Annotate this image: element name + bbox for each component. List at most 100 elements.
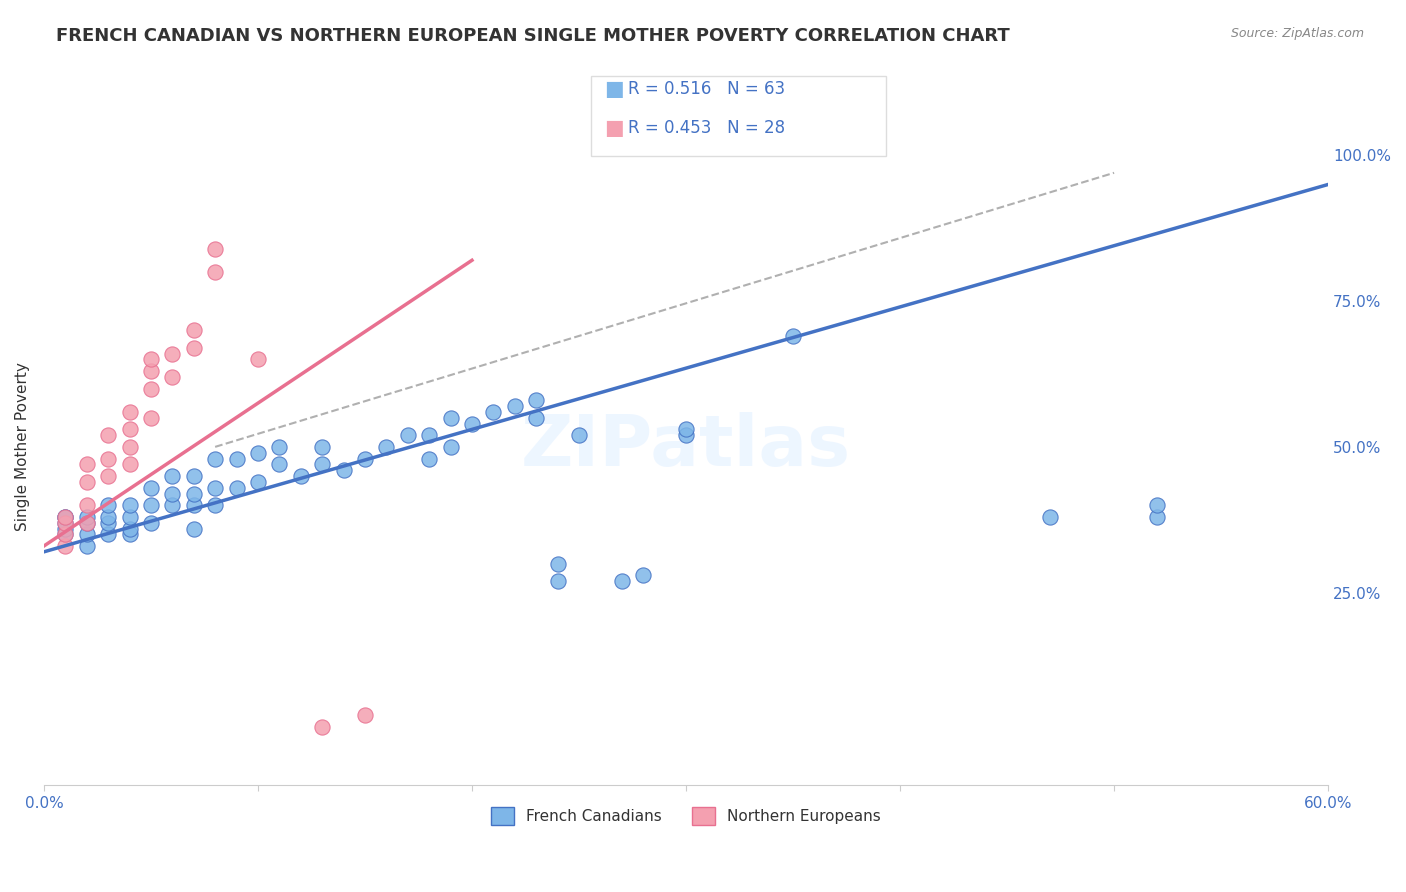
Point bbox=[547, 557, 569, 571]
Point bbox=[97, 498, 120, 512]
Point bbox=[332, 463, 354, 477]
Point bbox=[53, 509, 76, 524]
Point bbox=[76, 509, 98, 524]
Point bbox=[246, 475, 269, 489]
Point bbox=[97, 516, 120, 530]
Point bbox=[53, 509, 76, 524]
Point bbox=[183, 498, 205, 512]
Point bbox=[311, 720, 333, 734]
Point bbox=[183, 522, 205, 536]
Point bbox=[204, 242, 226, 256]
Point bbox=[1039, 509, 1062, 524]
Point bbox=[225, 451, 247, 466]
Point bbox=[183, 341, 205, 355]
Point bbox=[53, 527, 76, 541]
Point bbox=[269, 440, 291, 454]
Point bbox=[139, 352, 162, 367]
Point bbox=[246, 352, 269, 367]
Point bbox=[139, 481, 162, 495]
Text: ■: ■ bbox=[605, 118, 624, 137]
Point bbox=[439, 410, 461, 425]
Text: ZIPatlas: ZIPatlas bbox=[522, 412, 851, 482]
Point bbox=[269, 458, 291, 472]
Point bbox=[53, 539, 76, 553]
Point bbox=[524, 410, 547, 425]
Point bbox=[139, 410, 162, 425]
Point bbox=[139, 364, 162, 378]
Point bbox=[418, 428, 440, 442]
Point bbox=[139, 516, 162, 530]
Point bbox=[97, 428, 120, 442]
Point bbox=[162, 469, 184, 483]
Point bbox=[53, 516, 76, 530]
Point bbox=[503, 399, 526, 413]
Point bbox=[139, 382, 162, 396]
Text: R = 0.453   N = 28: R = 0.453 N = 28 bbox=[628, 119, 786, 136]
Point bbox=[118, 527, 141, 541]
Point bbox=[396, 428, 419, 442]
Point bbox=[675, 422, 697, 436]
Point bbox=[547, 574, 569, 588]
Point bbox=[76, 475, 98, 489]
Point bbox=[118, 458, 141, 472]
Point bbox=[118, 522, 141, 536]
Point bbox=[354, 708, 377, 723]
Point bbox=[162, 486, 184, 500]
Point bbox=[311, 458, 333, 472]
Point bbox=[118, 440, 141, 454]
Text: FRENCH CANADIAN VS NORTHERN EUROPEAN SINGLE MOTHER POVERTY CORRELATION CHART: FRENCH CANADIAN VS NORTHERN EUROPEAN SIN… bbox=[56, 27, 1010, 45]
Point bbox=[118, 422, 141, 436]
Point bbox=[418, 451, 440, 466]
Text: ■: ■ bbox=[605, 79, 624, 99]
Point bbox=[118, 405, 141, 419]
Point bbox=[631, 568, 654, 582]
Point bbox=[782, 329, 804, 343]
Point bbox=[246, 446, 269, 460]
Point bbox=[675, 428, 697, 442]
Point bbox=[139, 498, 162, 512]
Point bbox=[204, 451, 226, 466]
Point bbox=[1146, 509, 1168, 524]
Point bbox=[53, 527, 76, 541]
Point bbox=[204, 265, 226, 279]
Point bbox=[76, 539, 98, 553]
Point bbox=[53, 522, 76, 536]
Point bbox=[204, 498, 226, 512]
Y-axis label: Single Mother Poverty: Single Mother Poverty bbox=[15, 362, 30, 532]
Point bbox=[461, 417, 484, 431]
FancyBboxPatch shape bbox=[591, 76, 886, 156]
Point bbox=[76, 458, 98, 472]
Point bbox=[97, 469, 120, 483]
Point bbox=[1146, 498, 1168, 512]
Point bbox=[162, 370, 184, 384]
Point bbox=[354, 451, 377, 466]
Point bbox=[225, 481, 247, 495]
Point bbox=[76, 516, 98, 530]
Point bbox=[76, 527, 98, 541]
Legend: French Canadians, Northern Europeans: French Canadians, Northern Europeans bbox=[485, 801, 887, 831]
Point bbox=[76, 516, 98, 530]
Point bbox=[568, 428, 591, 442]
Point bbox=[76, 498, 98, 512]
Point bbox=[97, 527, 120, 541]
Point bbox=[118, 509, 141, 524]
Point bbox=[162, 346, 184, 360]
Point bbox=[97, 509, 120, 524]
Point bbox=[53, 516, 76, 530]
Point bbox=[118, 498, 141, 512]
Text: Source: ZipAtlas.com: Source: ZipAtlas.com bbox=[1230, 27, 1364, 40]
Point bbox=[311, 440, 333, 454]
Point bbox=[53, 509, 76, 524]
Point bbox=[375, 440, 398, 454]
Text: R = 0.516   N = 63: R = 0.516 N = 63 bbox=[628, 80, 786, 98]
Point bbox=[610, 574, 633, 588]
Point bbox=[162, 498, 184, 512]
Point bbox=[183, 469, 205, 483]
Point bbox=[524, 393, 547, 408]
Point bbox=[183, 486, 205, 500]
Point bbox=[204, 481, 226, 495]
Point bbox=[97, 451, 120, 466]
Point bbox=[482, 405, 505, 419]
Point bbox=[439, 440, 461, 454]
Point bbox=[290, 469, 312, 483]
